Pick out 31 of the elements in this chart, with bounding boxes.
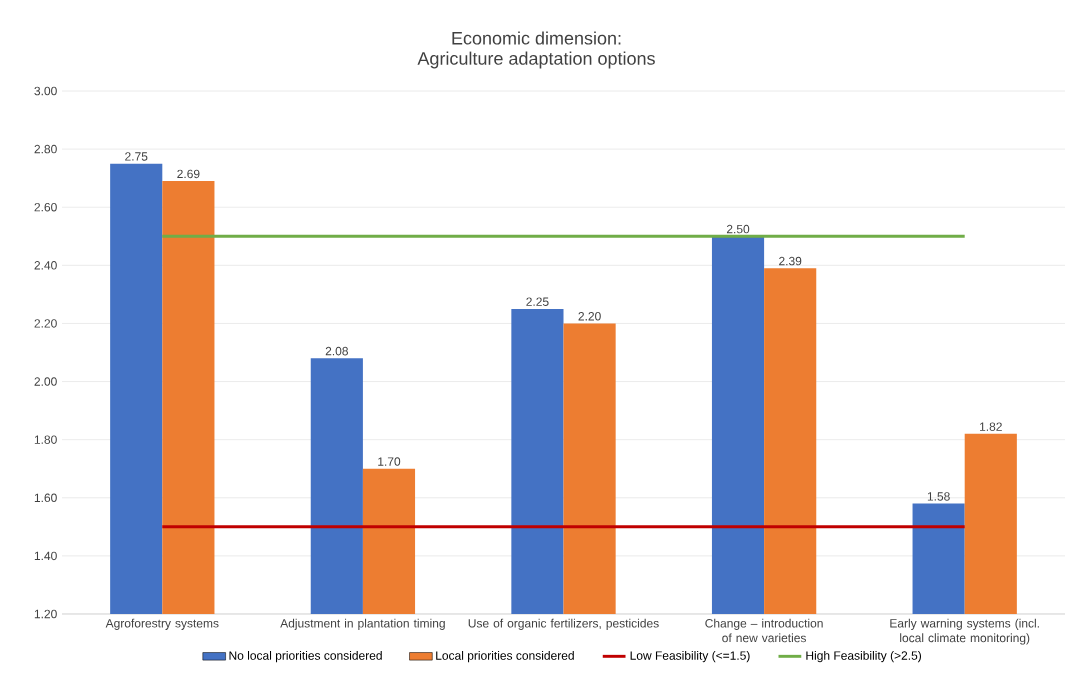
legend-label: No local priorities considered xyxy=(229,650,382,663)
data-label: 2.50 xyxy=(726,224,750,234)
y-tick-label: 1.20 xyxy=(34,609,57,619)
y-tick-label: 2.00 xyxy=(34,377,57,386)
y-tick-label: 2.60 xyxy=(34,202,57,212)
data-label: 1.70 xyxy=(378,457,401,466)
data-label: 1.58 xyxy=(927,492,950,501)
data-label: 2.39 xyxy=(779,256,802,266)
legend-label: Low Feasibility (<=1.5) xyxy=(630,650,750,663)
y-tick-label: 2.80 xyxy=(34,144,57,154)
y-tick-label: 2.40 xyxy=(34,261,57,270)
chart-subtitle: Agriculture adaptation options xyxy=(417,51,655,69)
legend-label: Local priorities considered xyxy=(436,650,574,663)
x-tick-label: Early warning systems (incl. local climate monitoring) xyxy=(890,618,1039,645)
chart-title: Economic dimension: xyxy=(452,31,621,45)
legend-label: High Feasibility (>2.5) xyxy=(806,650,922,663)
x-tick-label: Use of organic fertilizers, pesticides xyxy=(468,618,659,630)
data-label: 1.82 xyxy=(980,422,1002,431)
y-tick-label: 3.00 xyxy=(34,86,57,96)
data-label: 2.20 xyxy=(578,312,601,321)
y-tick-label: 1.80 xyxy=(34,435,57,444)
data-label: 2.75 xyxy=(125,152,148,161)
data-label: 2.69 xyxy=(177,169,200,179)
x-tick-label: Adjustment in plantation timing xyxy=(280,618,445,630)
x-tick-label: Agroforestry systems xyxy=(105,618,219,630)
y-tick-label: 1.60 xyxy=(34,493,57,503)
data-label: 2.25 xyxy=(526,297,549,306)
data-label: 2.08 xyxy=(325,346,348,356)
x-tick-label: Change – introduction of new varieties xyxy=(705,618,823,643)
y-tick-label: 1.40 xyxy=(34,551,57,561)
y-tick-label: 2.20 xyxy=(34,319,57,328)
